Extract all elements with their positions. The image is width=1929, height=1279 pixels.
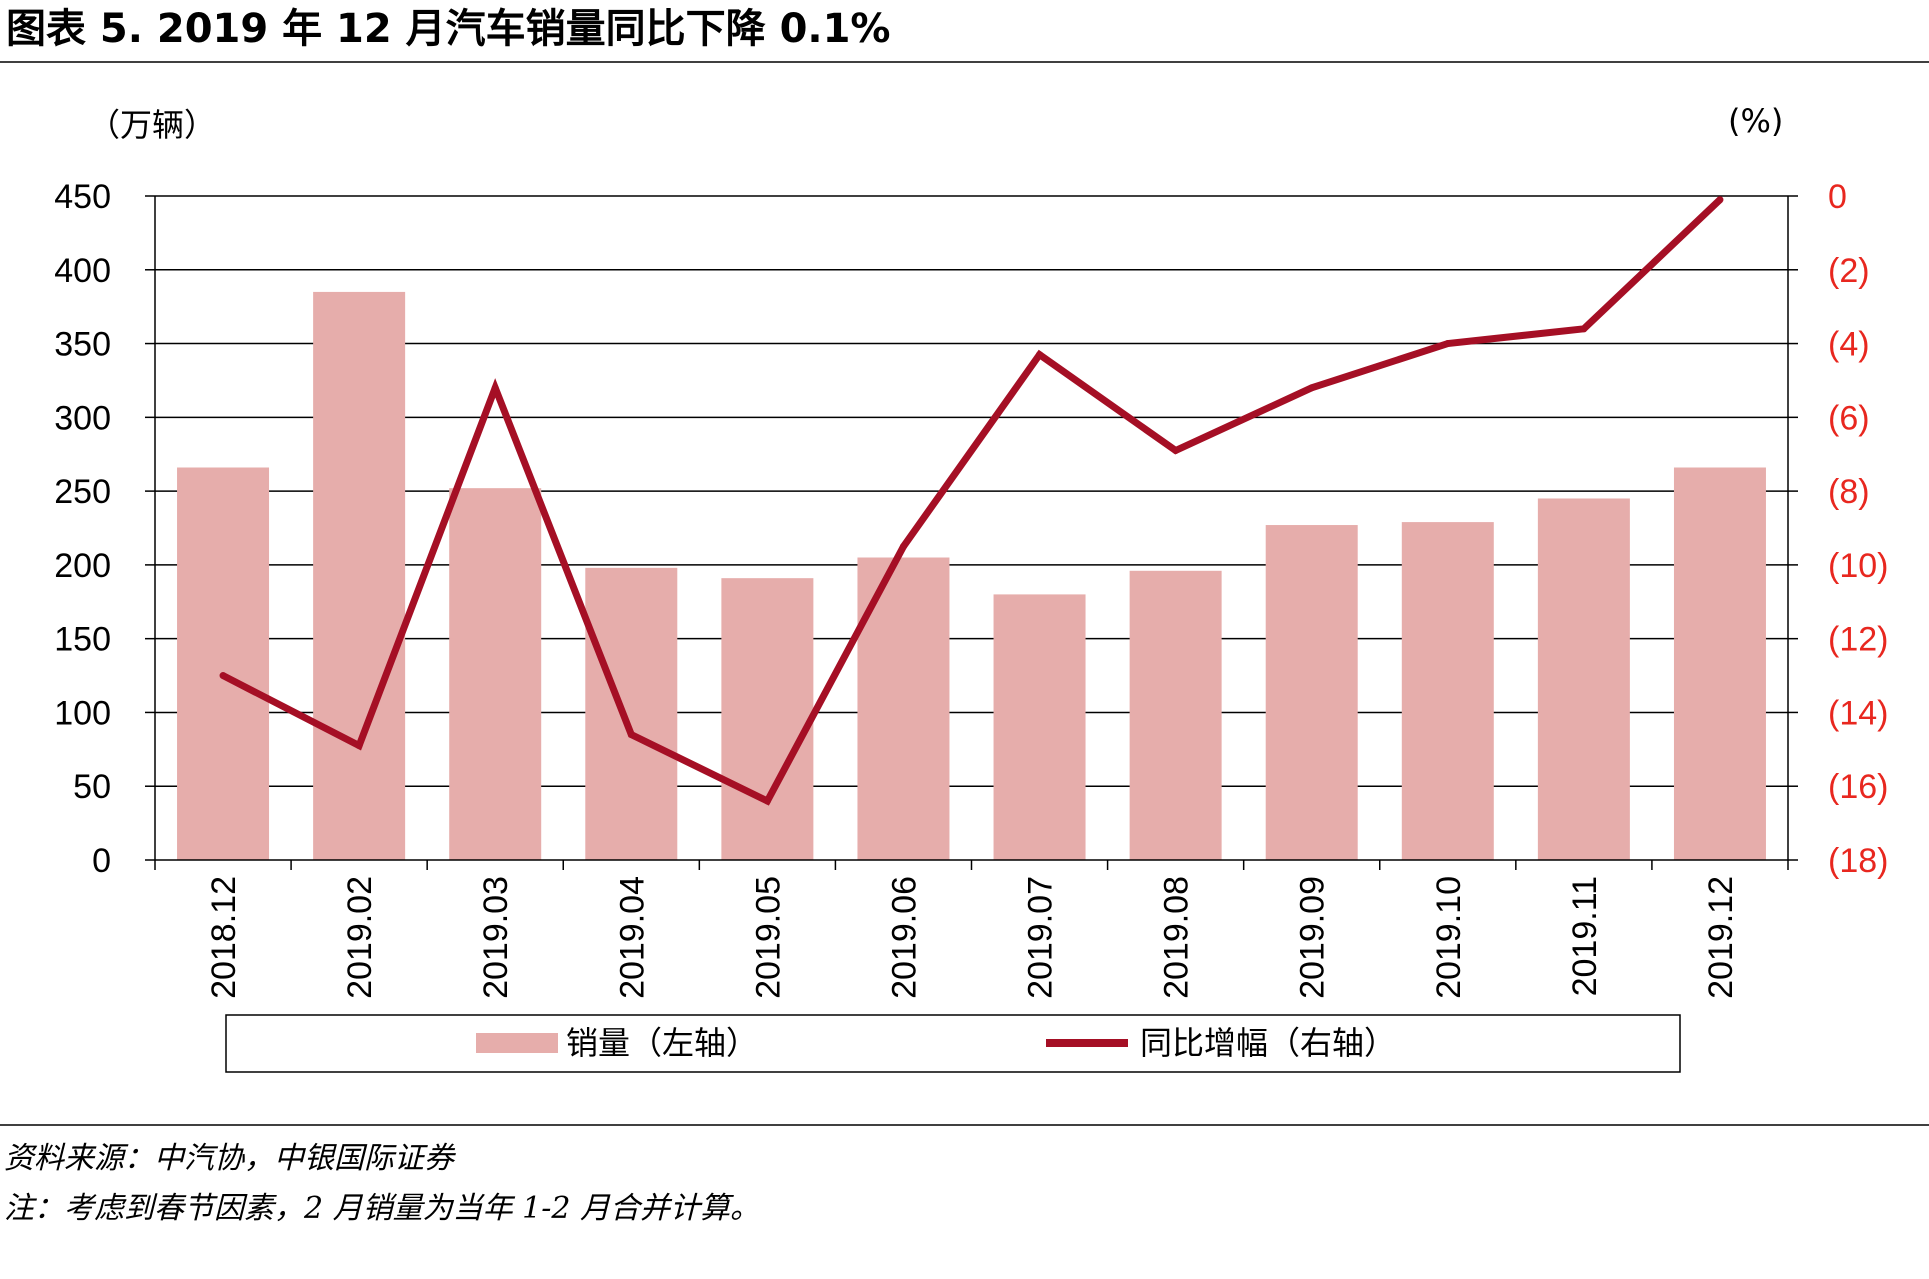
x-axis-ticks: 2018.12 2019.02 2019.03 2019.04 2019.05 2019.… [205, 876, 1740, 999]
left-tick-label: 100 [54, 694, 111, 732]
line-series [219, 196, 1724, 806]
x-tick-label: 2019.04 [613, 876, 651, 999]
gridlines [155, 195, 1788, 787]
x-tick-label: 2019.08 [1158, 876, 1196, 999]
x-tick-label: 2019.11 [1566, 876, 1604, 996]
line-point [1308, 384, 1316, 392]
right-axis-ticks: (18) (16) (14) (12) (10) (8) (6) (4) (2) 0 [1828, 178, 1888, 880]
line-point [763, 797, 771, 805]
right-tick-label: (18) [1828, 842, 1888, 880]
legend-bar-label: 销量（左轴） [566, 1024, 758, 1062]
right-tick-label: (2) [1828, 252, 1870, 290]
legend-box [225, 1014, 1681, 1073]
bar [993, 594, 1086, 860]
right-tick-label: (16) [1828, 768, 1888, 806]
legend-bar-swatch [476, 1033, 558, 1053]
bar [1537, 498, 1630, 860]
right-tick-label: (4) [1828, 326, 1870, 364]
bar [1265, 525, 1358, 860]
line-point [627, 731, 635, 739]
bar [1401, 522, 1494, 860]
chart-title: 图表 5. 2019 年 12 月汽车销量同比下降 0.1% [6, 6, 891, 52]
line-point [1444, 340, 1452, 348]
note-text: 注：考虑到春节因素，2 月销量为当年 1-2 月合并计算。 [4, 1191, 760, 1226]
x-tick-label: 2019.02 [341, 876, 379, 999]
left-tick-label: 250 [54, 473, 111, 511]
x-tick-label: 2019.07 [1022, 876, 1060, 999]
bar [313, 291, 406, 860]
left-tick-label: 200 [54, 547, 111, 585]
right-tick-label: (8) [1828, 473, 1870, 511]
bar [449, 488, 542, 860]
legend: 销量（左轴） 同比增幅（右轴） [225, 1014, 1681, 1073]
right-tick-label: 0 [1828, 178, 1847, 216]
x-tick-label: 2019.05 [749, 876, 787, 999]
left-tick-label: 350 [54, 326, 111, 364]
legend-line-label: 同比增幅（右轴） [1140, 1024, 1396, 1062]
left-tick-label: 400 [54, 252, 111, 290]
source-text: 资料来源：中汽协，中银国际证券 [4, 1141, 456, 1176]
x-tick-label: 2019.09 [1294, 876, 1332, 999]
bar [585, 567, 678, 860]
line-point [1036, 351, 1044, 359]
yoy-line [221, 197, 1723, 806]
x-tick-label: 2018.12 [205, 876, 243, 999]
left-tick-label: 450 [54, 178, 111, 216]
line-point [1580, 325, 1588, 333]
left-tick-label: 50 [73, 768, 111, 806]
line-point [219, 672, 227, 680]
left-tick-label: 0 [92, 842, 111, 880]
right-tick-label: (10) [1828, 547, 1888, 585]
x-tick-label: 2019.12 [1702, 876, 1740, 999]
left-axis-unit: （万辆） [88, 106, 216, 144]
bar [1129, 570, 1222, 860]
right-tick-label: (12) [1828, 621, 1888, 659]
bar [1673, 467, 1766, 860]
bar [721, 578, 814, 860]
line-point [491, 384, 499, 392]
left-axis-ticks: 0 50 100 150 200 250 300 350 400 450 [54, 178, 111, 880]
bar [177, 467, 270, 860]
right-axis-unit: (%) [1728, 102, 1783, 140]
right-tick-label: (6) [1828, 399, 1870, 437]
x-tick-label: 2019.06 [885, 876, 923, 999]
x-tick-label: 2019.10 [1430, 876, 1468, 999]
line-point [1172, 447, 1180, 455]
line-point [1716, 196, 1724, 204]
line-point [355, 742, 363, 750]
bar-series [177, 291, 1766, 860]
right-tick-label: (14) [1828, 694, 1888, 732]
left-tick-label: 150 [54, 621, 111, 659]
axes [145, 195, 1798, 870]
line-point [899, 542, 907, 550]
left-tick-label: 300 [54, 399, 111, 437]
x-tick-label: 2019.03 [477, 876, 515, 999]
